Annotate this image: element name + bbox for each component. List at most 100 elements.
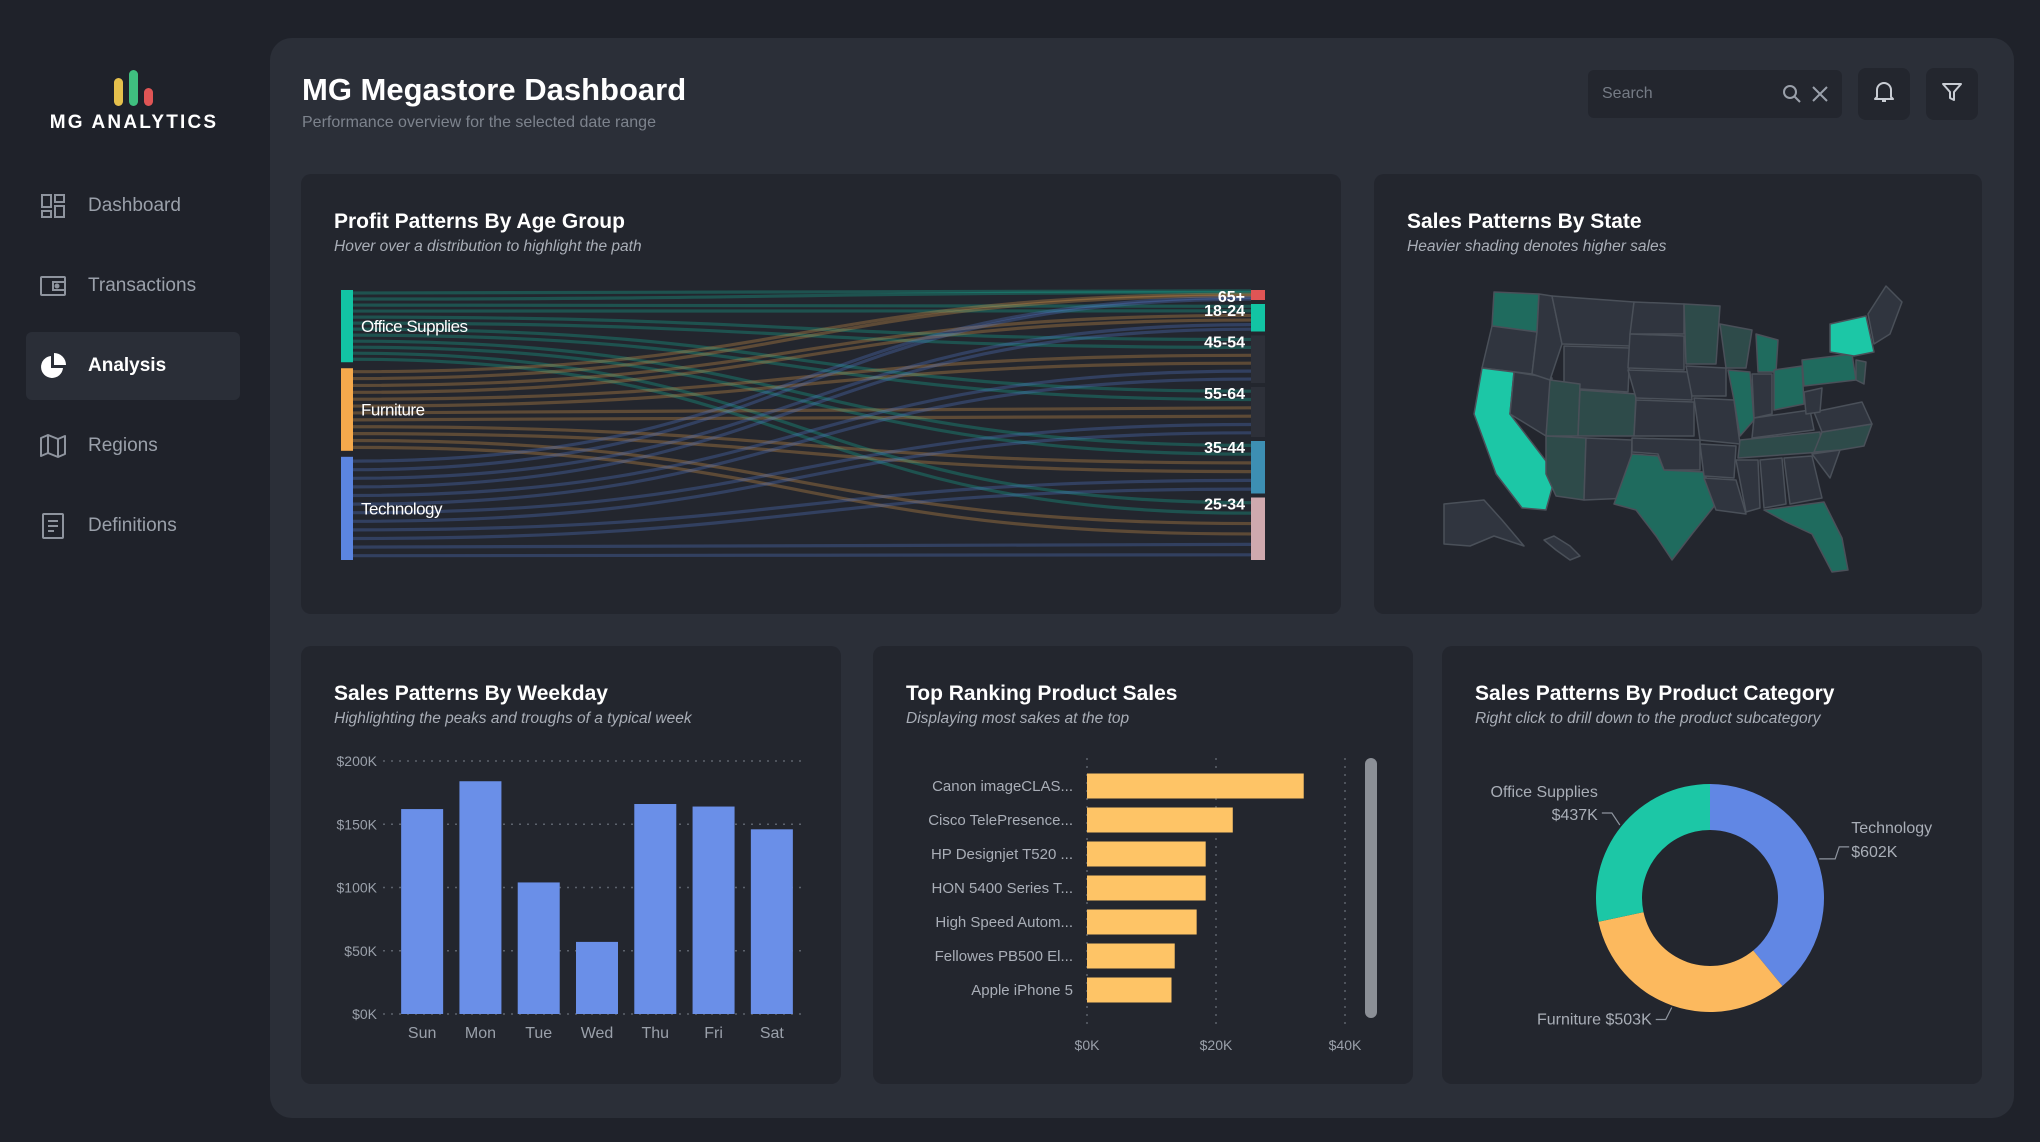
product-bar bbox=[1087, 943, 1175, 969]
app-logo[interactable]: MG ANALYTICS bbox=[44, 70, 224, 140]
filter-icon bbox=[1940, 80, 1964, 109]
product-bar bbox=[1087, 977, 1172, 1003]
sankey-target-label: 65+ bbox=[1218, 289, 1245, 306]
sankey-flow bbox=[352, 333, 1252, 402]
weekday-x-tick-label: Sun bbox=[408, 1025, 436, 1042]
weekday-y-tick-label: $150K bbox=[337, 816, 378, 832]
search-box bbox=[1588, 70, 1842, 118]
sales-weekday-card: Sales Patterns By Weekday Highlighting t… bbox=[301, 646, 841, 1084]
tennessee-state bbox=[1737, 431, 1823, 459]
kansas-state bbox=[1633, 399, 1695, 437]
sankey-flow bbox=[352, 357, 1252, 515]
card-title: Top Ranking Product Sales bbox=[906, 682, 1178, 705]
sankey-flow bbox=[352, 339, 1252, 447]
product-bar bbox=[1087, 773, 1304, 799]
sankey-source-label: Office Supplies bbox=[361, 317, 468, 336]
filter-button[interactable] bbox=[1926, 68, 1978, 120]
dashboard-icon bbox=[38, 191, 68, 221]
south-dakota-state bbox=[1627, 333, 1685, 371]
sankey-target-label: 25-34 bbox=[1204, 497, 1245, 514]
page-subtitle: Performance overview for the selected da… bbox=[302, 114, 656, 131]
sankey-target-label: 35-44 bbox=[1204, 440, 1245, 457]
sankey-flow bbox=[352, 369, 1252, 498]
logo-bar-red bbox=[144, 88, 153, 106]
map-icon bbox=[38, 431, 68, 461]
north-dakota-state bbox=[1629, 301, 1685, 335]
weekday-bar bbox=[750, 829, 793, 1014]
sidebar-item-analysis[interactable]: Analysis bbox=[26, 332, 240, 400]
sankey-flow bbox=[352, 432, 1252, 474]
donut-slice bbox=[1710, 784, 1824, 987]
michigan-state bbox=[1755, 333, 1779, 373]
texas-state bbox=[1613, 453, 1717, 561]
search-icon[interactable] bbox=[1782, 84, 1802, 104]
weekday-y-tick-label: $0K bbox=[352, 1006, 378, 1022]
alabama-state bbox=[1759, 457, 1787, 509]
product-bar bbox=[1087, 841, 1206, 867]
sankey-flow bbox=[352, 478, 1252, 532]
sankey-target-label: 18-24 bbox=[1204, 303, 1245, 320]
sidebar-item-definitions[interactable]: Definitions bbox=[26, 492, 240, 560]
sankey-flow bbox=[352, 321, 1252, 349]
sankey-flow bbox=[352, 313, 1252, 388]
sankey-flow bbox=[352, 377, 1252, 506]
sankey-flow bbox=[352, 294, 1252, 381]
product-label: High Speed Autom... bbox=[935, 914, 1073, 931]
sankey-target-label: 45-54 bbox=[1204, 335, 1245, 352]
product-bar bbox=[1087, 909, 1197, 935]
florida-state bbox=[1763, 501, 1849, 573]
sankey-source-node bbox=[341, 368, 353, 451]
logo-text: MG ANALYTICS bbox=[49, 112, 219, 133]
logo-bars-icon bbox=[112, 70, 160, 106]
card-subtitle: Highlighting the peaks and troughs of a … bbox=[334, 710, 692, 727]
weekday-bar bbox=[517, 882, 560, 1014]
us-map-chart[interactable] bbox=[1374, 174, 1982, 614]
sankey-flow bbox=[352, 431, 1252, 523]
profit-age-card: Profit Patterns By Age Group Hover over … bbox=[301, 174, 1341, 614]
minnesota-state bbox=[1683, 303, 1721, 365]
close-icon[interactable] bbox=[1810, 84, 1830, 104]
weekday-bar-chart[interactable]: $0K $50K $100K $150K $200K Sun Mon Tue Wed Thu Fri… bbox=[301, 646, 841, 1084]
new-jersey-state bbox=[1855, 359, 1867, 385]
alaska-state bbox=[1443, 499, 1525, 547]
sankey-flow bbox=[352, 303, 1252, 308]
product-label: HP Designjet T520 ... bbox=[931, 846, 1073, 863]
donut-label-value: $602K bbox=[1851, 844, 1898, 861]
donut-label-name-value: Furniture $503K bbox=[1537, 1012, 1652, 1029]
sidebar-item-transactions[interactable]: Transactions bbox=[26, 252, 240, 320]
donut-leader-line bbox=[1655, 1007, 1673, 1021]
sankey-chart[interactable]: Office Supplies Furniture Technology 65+18-… bbox=[301, 174, 1341, 614]
sankey-target-node bbox=[1251, 387, 1265, 437]
sankey-flow bbox=[352, 292, 1252, 374]
sidebar-item-label: Definitions bbox=[88, 515, 177, 536]
sankey-flow bbox=[352, 297, 1252, 472]
product-label: Fellowes PB500 El... bbox=[935, 948, 1073, 965]
logo-bar-green bbox=[129, 70, 138, 106]
sankey-flow bbox=[352, 295, 1252, 463]
category-donut-chart[interactable]: Technology $602K Furniture $503K Office Sup… bbox=[1442, 646, 1982, 1084]
top-products-bar-chart[interactable]: $0K $20K $40K Canon imageCLAS... Cisco TeleP… bbox=[873, 646, 1413, 1084]
search-input[interactable] bbox=[1588, 70, 1768, 118]
sidebar-item-regions[interactable]: Regions bbox=[26, 412, 240, 480]
products-scrollbar[interactable] bbox=[1365, 758, 1377, 1018]
card-title: Sales Patterns By Weekday bbox=[334, 682, 608, 705]
utah-state bbox=[1545, 379, 1581, 437]
sankey-target-node bbox=[1251, 497, 1265, 560]
sankey-flow bbox=[352, 323, 1252, 480]
top-products-card: Top Ranking Product Sales Displaying mos… bbox=[873, 646, 1413, 1084]
sankey-target-node bbox=[1251, 304, 1265, 332]
kentucky-state bbox=[1751, 409, 1815, 439]
sidebar-nav: Dashboard Transactions Analysis bbox=[26, 172, 240, 572]
notifications-button[interactable] bbox=[1858, 68, 1910, 120]
sales-state-card: Sales Patterns By State Heavier shading … bbox=[1374, 174, 1982, 614]
weekday-y-tick-label: $100K bbox=[337, 880, 378, 896]
sankey-target-node bbox=[1251, 441, 1265, 494]
sankey-flow bbox=[352, 406, 1252, 415]
bell-icon bbox=[1872, 80, 1896, 109]
colorado-state bbox=[1577, 389, 1637, 437]
iowa-state bbox=[1685, 365, 1727, 397]
illinois-state bbox=[1727, 369, 1755, 437]
sidebar-item-dashboard[interactable]: Dashboard bbox=[26, 172, 240, 240]
card-subtitle: Displaying most sakes at the top bbox=[906, 710, 1130, 727]
card-subtitle: Hover over a distribution to highlight t… bbox=[334, 238, 642, 255]
